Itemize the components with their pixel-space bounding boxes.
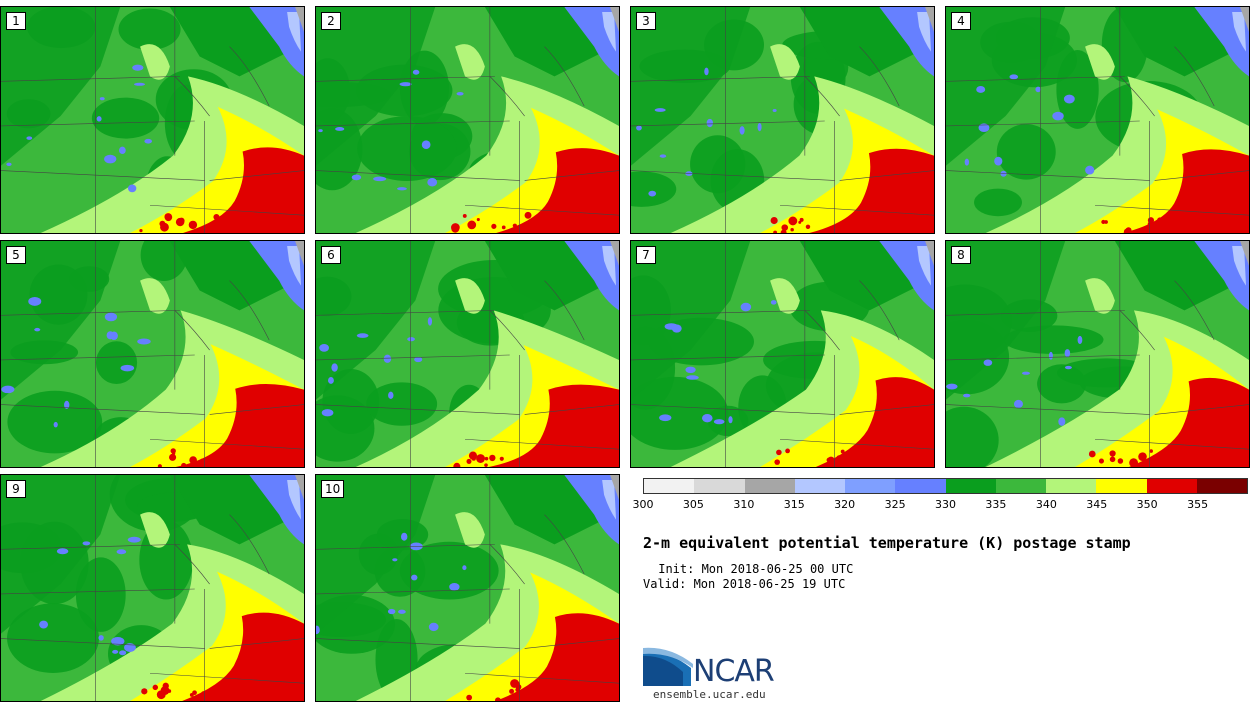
logo-url: ensemble.ucar.edu	[653, 688, 766, 701]
member-label: 7	[636, 246, 656, 264]
colorbar-ticks: 300 305 310 315 320 325 330 335 340 345 350 355	[633, 498, 1248, 512]
colorbar	[643, 478, 1248, 494]
member-label: 4	[951, 12, 971, 30]
logo-wordmark: NCAR	[693, 654, 775, 689]
colorbar-tick-label: 305	[682, 498, 704, 511]
member-panel-3: 3	[630, 6, 935, 234]
member-label: 2	[321, 12, 341, 30]
member-panel-7: 7	[630, 240, 935, 468]
colorbar-swatch	[1046, 479, 1097, 493]
member-label: 8	[951, 246, 971, 264]
colorbar-tick-label: 325	[884, 498, 906, 511]
colorbar-tick-label: 300	[632, 498, 654, 511]
theta-e-map	[631, 7, 934, 233]
member-panel-6: 6	[315, 240, 620, 468]
member-label: 10	[321, 480, 345, 498]
init-time: Init: Mon 2018-06-25 00 UTC	[651, 562, 854, 576]
colorbar-swatch	[694, 479, 745, 493]
colorbar-swatch	[945, 479, 996, 493]
member-panel-2: 2	[315, 6, 620, 234]
member-panel-1: 1	[0, 6, 305, 234]
colorbar-swatch	[1196, 479, 1247, 493]
theta-e-map	[946, 241, 1249, 467]
colorbar-tick-label: 315	[783, 498, 805, 511]
ncar-logo-icon	[643, 647, 693, 686]
colorbar-swatch	[1146, 479, 1197, 493]
member-panel-8: 8	[945, 240, 1250, 468]
plot-title: 2-m equivalent potential temperature (K)…	[643, 534, 1131, 552]
colorbar-swatch	[845, 479, 896, 493]
colorbar-tick-label: 355	[1187, 498, 1209, 511]
theta-e-map	[1, 241, 304, 467]
theta-e-map	[946, 7, 1249, 233]
colorbar-swatch	[1096, 479, 1147, 493]
colorbar-tick-label: 320	[834, 498, 856, 511]
colorbar-tick-label: 350	[1136, 498, 1158, 511]
member-panel-4: 4	[945, 6, 1250, 234]
theta-e-map	[316, 241, 619, 467]
theta-e-map	[316, 475, 619, 701]
colorbar-swatch	[644, 479, 695, 493]
valid-time: Valid: Mon 2018-06-25 19 UTC	[643, 577, 846, 591]
member-panel-9: 9	[0, 474, 305, 702]
colorbar-swatch	[794, 479, 845, 493]
member-label: 3	[636, 12, 656, 30]
colorbar-tick-label: 310	[733, 498, 755, 511]
colorbar-tick-label: 335	[985, 498, 1007, 511]
member-label: 6	[321, 246, 341, 264]
colorbar-swatch	[995, 479, 1046, 493]
colorbar-tick-label: 345	[1086, 498, 1108, 511]
member-label: 9	[6, 480, 26, 498]
theta-e-map	[1, 7, 304, 233]
colorbar-swatch	[895, 479, 946, 493]
colorbar-tick-label: 340	[1035, 498, 1057, 511]
member-label: 1	[6, 12, 26, 30]
colorbar-tick-label: 330	[935, 498, 956, 511]
colorbar-swatch	[744, 479, 795, 493]
member-panel-10: 10	[315, 474, 620, 702]
member-panel-5: 5	[0, 240, 305, 468]
theta-e-map	[1, 475, 304, 701]
theta-e-map	[631, 241, 934, 467]
member-label: 5	[6, 246, 26, 264]
theta-e-map	[316, 7, 619, 233]
